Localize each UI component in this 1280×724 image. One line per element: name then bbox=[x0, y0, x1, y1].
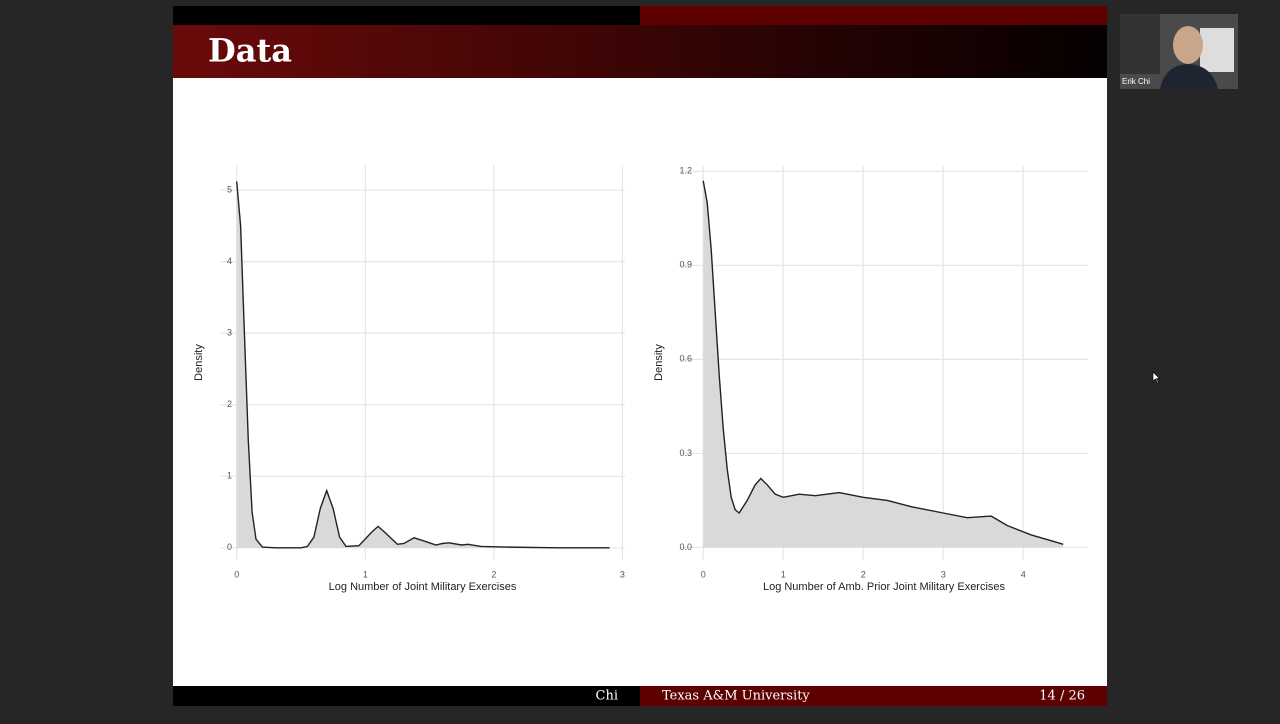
y-axis-label: Density bbox=[653, 344, 665, 381]
x-tick-label: 4 bbox=[1021, 569, 1026, 579]
x-tick-label: 1 bbox=[363, 569, 368, 579]
footer-author: Chi bbox=[596, 689, 618, 704]
x-tick-label: 3 bbox=[941, 569, 946, 579]
density-line bbox=[236, 181, 610, 549]
x-tick-label: 3 bbox=[620, 569, 625, 579]
y-tick-label: 1.2 bbox=[679, 166, 692, 176]
x-tick-label: 2 bbox=[861, 569, 866, 579]
x-tick-label: 0 bbox=[234, 569, 239, 579]
y-tick-label: 0.3 bbox=[679, 448, 692, 458]
video-shelf bbox=[1120, 14, 1160, 74]
header-bar-left bbox=[173, 6, 640, 25]
x-axis-label: Log Number of Joint Military Exercises bbox=[329, 581, 517, 593]
video-body bbox=[1160, 64, 1218, 89]
video-board bbox=[1200, 28, 1234, 72]
y-tick-label: 3 bbox=[227, 328, 232, 338]
y-tick-label: 0 bbox=[227, 542, 232, 552]
y-tick-label: 0.9 bbox=[679, 260, 692, 270]
y-tick-label: 0.6 bbox=[679, 354, 692, 364]
title-band bbox=[173, 25, 1107, 78]
density-line bbox=[702, 180, 1064, 545]
footer-page: 14 / 26 bbox=[1039, 689, 1085, 704]
footer-institution: Texas A&M University bbox=[662, 689, 810, 704]
x-tick-label: 1 bbox=[781, 569, 786, 579]
y-tick-label: 1 bbox=[227, 471, 232, 481]
x-tick-label: 2 bbox=[491, 569, 496, 579]
footer-left bbox=[173, 686, 640, 706]
footer-right bbox=[640, 686, 1107, 706]
y-tick-label: 0.0 bbox=[679, 542, 692, 552]
y-tick-label: 2 bbox=[227, 399, 232, 409]
y-tick-label: 4 bbox=[227, 256, 232, 266]
header-bar-right bbox=[640, 6, 1107, 25]
slide bbox=[173, 6, 1107, 706]
video-tile: Erik Chi bbox=[1120, 14, 1238, 89]
participant-name: Erik Chi bbox=[1122, 77, 1150, 86]
y-tick-label: 5 bbox=[227, 184, 232, 194]
video-face bbox=[1173, 26, 1203, 64]
x-tick-label: 0 bbox=[701, 569, 706, 579]
slide-title: Data bbox=[208, 32, 292, 70]
x-axis-label: Log Number of Amb. Prior Joint Military … bbox=[763, 581, 1006, 593]
mouse-cursor bbox=[1152, 371, 1161, 384]
y-axis-label: Density bbox=[193, 344, 205, 381]
